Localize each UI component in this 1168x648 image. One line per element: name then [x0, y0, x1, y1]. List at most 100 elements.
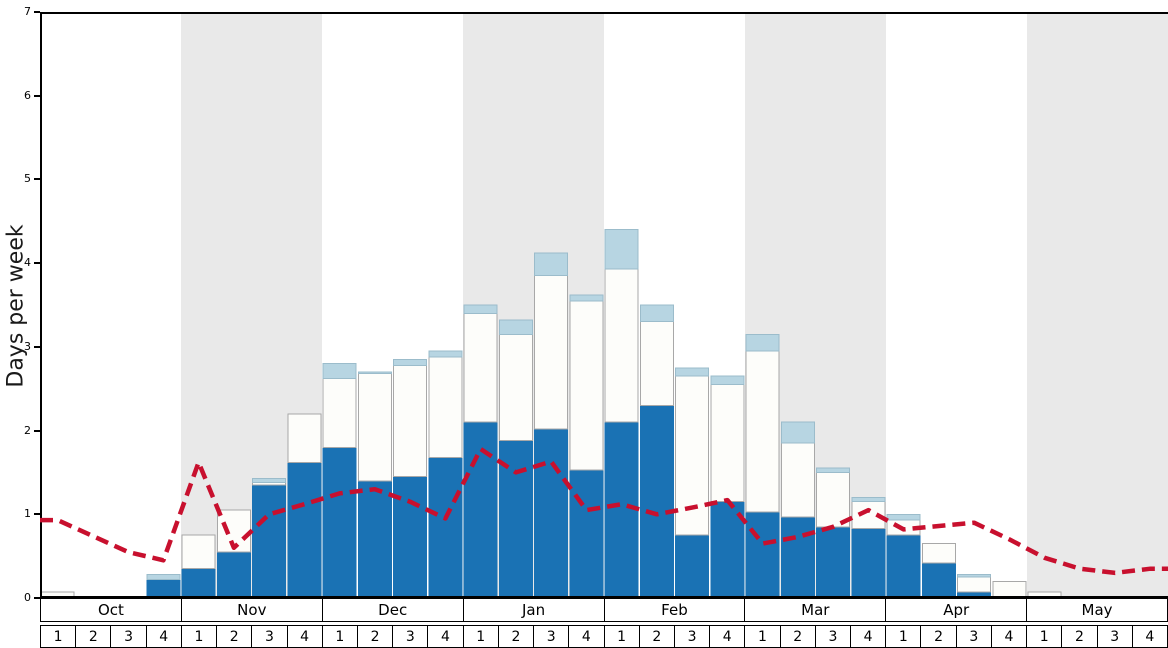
week-number-label: 3 [957, 626, 992, 647]
bar-segment-white-bars [780, 442, 815, 518]
bar-segment-dark-blue-bars [921, 562, 956, 598]
bar-segment-white-bars [569, 300, 604, 471]
y-axis-title: Days per week [3, 224, 29, 388]
bar-segment-white-bars [534, 275, 569, 430]
y-tick-mark [34, 262, 40, 265]
bar-segment-white-bars [816, 471, 851, 528]
week-number-label: 4 [147, 626, 182, 647]
bar-segment-white-bars [498, 333, 533, 442]
week-number-label: 1 [41, 626, 77, 647]
y-tick-label: 6 [24, 88, 31, 102]
bar-segment-light-blue-bars [710, 375, 745, 386]
week-number-label: 4 [288, 626, 323, 647]
bar-segment-white-bars [357, 373, 392, 482]
bar-segment-dark-blue-bars [393, 476, 428, 598]
bar-segment-white-bars [745, 350, 780, 513]
chart-plot-svg [40, 12, 1168, 598]
bar-segment-light-blue-bars [428, 350, 463, 358]
week-number-label: 2 [781, 626, 816, 647]
bar-segment-light-blue-bars [886, 513, 921, 521]
plot-frame-top [40, 12, 1168, 14]
month-axis: Oct Nov Dec Jan Feb Mar Apr May [40, 598, 1168, 622]
week-number-label: 3 [816, 626, 852, 647]
y-tick-mark [34, 597, 40, 599]
bar-segment-white-bars [1027, 591, 1062, 598]
bar-segment-light-blue-bars [639, 304, 674, 323]
bar-segment-dark-blue-bars [569, 469, 604, 598]
week-number-label: 4 [569, 626, 605, 647]
y-tick-label: 7 [24, 5, 31, 18]
bar-segment-white-bars [992, 580, 1027, 598]
bar-segment-light-blue-bars [463, 304, 498, 314]
week-number-label: 1 [464, 626, 499, 647]
week-number-label: 2 [358, 626, 394, 647]
week-number-label: 1 [886, 626, 922, 647]
bar-segment-dark-blue-bars [675, 534, 710, 598]
bar-segment-dark-blue-bars [816, 526, 851, 598]
week-number-label: 3 [1098, 626, 1133, 647]
y-tick-label: 1 [24, 507, 31, 521]
y-tick-mark [34, 345, 40, 348]
month-label: Feb [605, 599, 746, 621]
week-number-label: 3 [534, 626, 570, 647]
bar-segment-dark-blue-bars [639, 404, 674, 598]
y-tick-mark [34, 11, 40, 13]
y-tick-label: 3 [24, 339, 31, 353]
bar-segment-white-bars [921, 543, 956, 564]
bar-segment-light-blue-bars [569, 294, 604, 302]
bar-segment-dark-blue-bars [745, 511, 780, 598]
bar-segment-light-blue-bars [357, 371, 392, 375]
week-number-label: 1 [605, 626, 640, 647]
bar-segment-light-blue-bars [957, 574, 992, 578]
week-number-label: 4 [428, 626, 464, 647]
bar-segment-dark-blue-bars [886, 534, 921, 598]
plot-frame-left [40, 12, 42, 598]
month-label: Dec [323, 599, 464, 621]
plot-frame-bottom [40, 596, 1168, 598]
week-number-label: 4 [851, 626, 887, 647]
bar-segment-dark-blue-bars [534, 428, 569, 598]
month-label: Mar [745, 599, 887, 621]
bar-segment-light-blue-bars [851, 497, 886, 503]
bar-segment-white-bars [463, 312, 498, 423]
y-tick-mark [34, 513, 40, 516]
bar-segment-light-blue-bars [816, 467, 851, 473]
y-tick-mark [34, 429, 40, 432]
bar-segment-dark-blue-bars [252, 484, 287, 598]
bar-segment-dark-blue-bars [216, 551, 251, 598]
bar-segment-dark-blue-bars [463, 421, 498, 598]
week-number-label: 1 [1027, 626, 1063, 647]
month-label: Nov [182, 599, 323, 621]
y-tick-mark [34, 94, 40, 97]
bar-segment-white-bars [393, 364, 428, 478]
red-dashed-line [40, 446, 1168, 576]
bar-segment-dark-blue-bars [322, 446, 357, 598]
month-label: Apr [886, 599, 1028, 621]
bar-segment-light-blue-bars [745, 333, 780, 352]
month-shading-band [1027, 12, 1168, 598]
y-tick-label: 0 [24, 591, 31, 604]
month-label: May [1081, 601, 1113, 619]
bar-segment-white-bars [287, 413, 322, 463]
week-number-label: 2 [76, 626, 112, 647]
bar-segment-light-blue-bars [534, 252, 569, 277]
bar-segment-white-bars [322, 378, 357, 448]
bar-segment-light-blue-bars [675, 367, 710, 377]
week-number-label: 2 [499, 626, 535, 647]
plot-area [40, 12, 1168, 598]
bar-segment-dark-blue-bars [357, 480, 392, 598]
bar-segment-white-bars [675, 375, 710, 536]
bar-segment-white-bars [639, 321, 674, 406]
bar-segment-light-blue-bars [146, 574, 181, 581]
week-number-label: 1 [745, 626, 781, 647]
bar-segment-light-blue-bars [498, 319, 533, 335]
month-label: Oct [41, 599, 182, 621]
bar-segment-white-bars [604, 268, 639, 423]
week-number-label: 1 [182, 626, 218, 647]
bar-segment-dark-blue-bars [181, 568, 216, 598]
bar-segment-light-blue-bars [252, 477, 287, 483]
y-tick-label: 2 [24, 423, 31, 437]
week-number-label: 2 [1062, 626, 1098, 647]
